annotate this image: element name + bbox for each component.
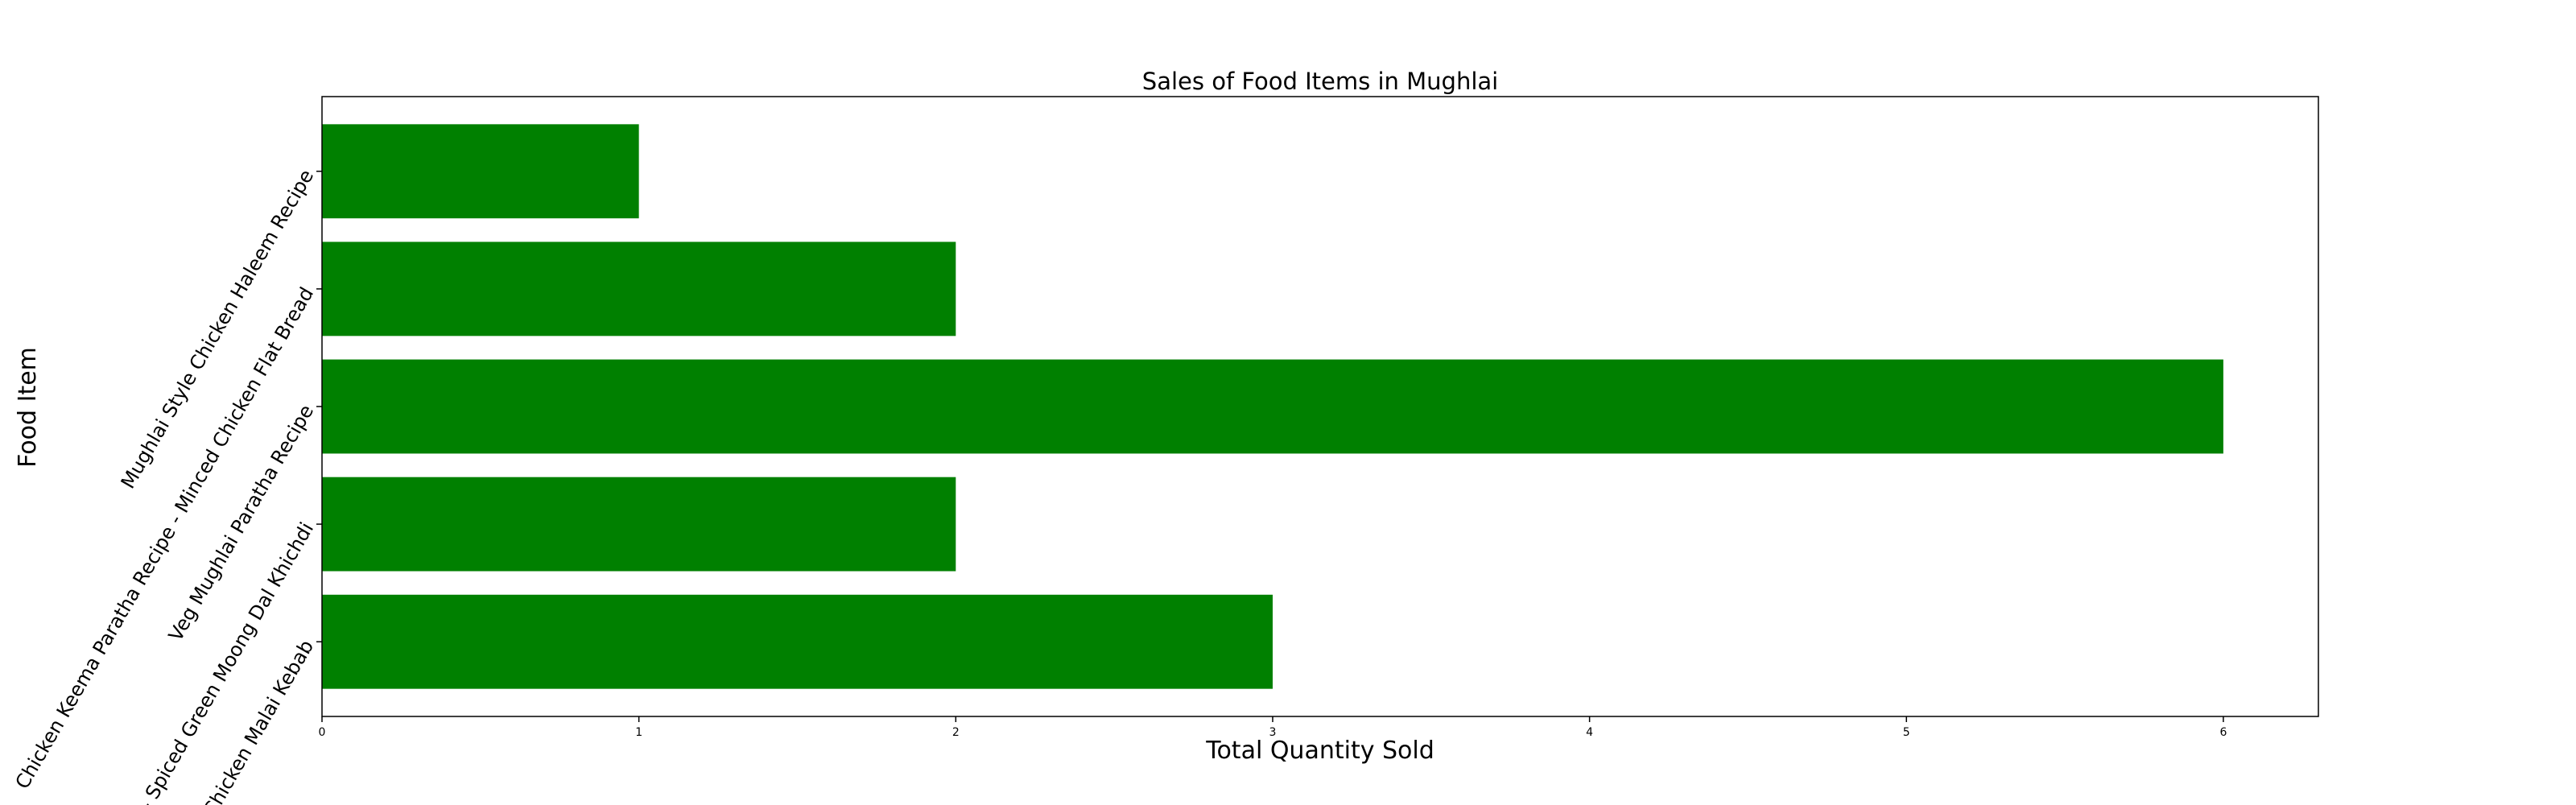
x-tick-label: 0: [319, 726, 326, 739]
bar: [322, 124, 639, 219]
x-tick-label: 5: [1903, 726, 1910, 739]
x-tick-label: 1: [635, 726, 642, 739]
bar: [322, 359, 2223, 454]
y-tick-label: - Chicken Malai Kebab: [192, 636, 318, 805]
y-tick-label: Veg Mughlai Paratha Recipe: [164, 401, 318, 645]
x-tick-label: 4: [1586, 726, 1593, 739]
x-tick-label: 6: [2219, 726, 2227, 739]
bar: [322, 594, 1273, 689]
bar: [322, 242, 956, 336]
x-tick-label: 3: [1269, 726, 1276, 739]
x-tick-label: 2: [952, 726, 960, 739]
y-axis-label: Food Item: [14, 347, 42, 468]
plot-frame: [321, 96, 2319, 717]
x-axis-label: Total Quantity Sold: [1205, 737, 1435, 765]
chart-title: Sales of Food Items in Mughlai: [1142, 68, 1498, 95]
bar: [322, 477, 956, 572]
